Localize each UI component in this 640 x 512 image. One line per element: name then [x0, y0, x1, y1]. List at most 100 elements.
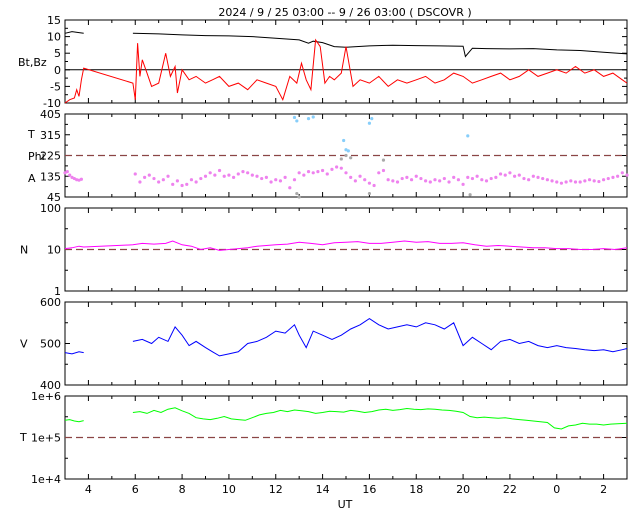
data-point [513, 174, 517, 178]
data-point [475, 174, 479, 178]
data-point [583, 179, 587, 183]
data-point [381, 158, 386, 162]
panel-angles: 405 315 225 135 45 T Phi A [27, 108, 629, 204]
x-tick-label: 20 [456, 483, 470, 496]
data-point [508, 171, 512, 175]
y-tick-label: 45 [47, 191, 61, 204]
data-point [452, 175, 456, 180]
data-point [175, 179, 179, 183]
data-point [194, 180, 198, 184]
data-point [559, 181, 564, 185]
data-point [203, 174, 208, 178]
data-point [199, 176, 203, 181]
y-tick-label: 10 [47, 31, 61, 44]
data-point [578, 180, 582, 184]
panel-magnetic-field: 15 10 5 0 -5 -10 Bt,Bz [18, 14, 628, 110]
data-point [395, 180, 400, 184]
panel-frame [64, 301, 628, 386]
x-tick-label: 14 [316, 483, 330, 496]
x-tick-label: 6 [132, 483, 139, 496]
y-tick-label: 100 [40, 202, 61, 215]
data-point [185, 182, 189, 186]
data-point [536, 175, 540, 180]
panel-speed: 600 500 400 V [20, 296, 628, 392]
data-point [363, 178, 367, 182]
y-axis-label: Bt,Bz [18, 56, 47, 69]
data-point [442, 176, 446, 181]
data-point [349, 175, 353, 180]
data-point [68, 173, 72, 177]
data-point [625, 173, 629, 177]
data-point [484, 179, 489, 183]
data-point [489, 176, 493, 181]
x-tick-label: 2 [600, 483, 607, 496]
y-axis-label: T [27, 128, 35, 141]
data-point [367, 181, 372, 185]
data-point [330, 167, 334, 171]
data-point [250, 173, 254, 177]
data-point [503, 173, 507, 177]
data-point [620, 171, 624, 175]
data-point [65, 170, 69, 174]
data-point [161, 178, 165, 182]
data-point [531, 174, 535, 178]
data-point [346, 149, 350, 153]
data-point [147, 173, 151, 177]
data-point [447, 180, 451, 184]
data-point [344, 153, 348, 158]
data-point [367, 121, 372, 125]
y-tick-label: 135 [40, 170, 61, 183]
data-point [241, 170, 245, 174]
data-point [292, 115, 297, 120]
series-line [64, 351, 84, 355]
data-point [358, 174, 362, 178]
data-point [306, 170, 311, 174]
data-point [555, 180, 559, 184]
x-tick-label: 22 [503, 483, 517, 496]
x-tick-label: 8 [179, 483, 186, 496]
data-point [269, 180, 273, 184]
data-point [564, 180, 568, 184]
data-point [260, 176, 264, 181]
data-point [264, 175, 268, 180]
data-point [344, 171, 348, 175]
data-point [494, 175, 498, 180]
data-point [171, 182, 175, 186]
data-point [255, 174, 259, 178]
chart-title: 2024 / 9 / 25 03:00 -- 9 / 26 03:00 ( DS… [218, 6, 471, 19]
data-point [400, 176, 404, 181]
data-point [342, 138, 346, 143]
y-tick-label: -5 [50, 80, 61, 93]
data-point [597, 179, 601, 184]
data-point [367, 191, 372, 196]
data-point [377, 171, 381, 175]
data-point [283, 175, 287, 180]
data-point [466, 134, 470, 138]
y-axis-label: Phi [28, 150, 45, 163]
data-point [386, 178, 390, 182]
data-point [288, 186, 292, 190]
data-point [456, 178, 460, 182]
data-point [297, 171, 301, 175]
data-point [573, 180, 578, 184]
data-point [381, 168, 386, 173]
data-point [180, 183, 184, 188]
data-point [370, 117, 374, 121]
x-tick-label: 0 [553, 483, 560, 496]
y-tick-label: 1e+5 [31, 432, 61, 445]
data-point [414, 174, 418, 178]
data-point [466, 175, 470, 180]
y-tick-label: 315 [40, 129, 61, 142]
y-tick-label: 15 [47, 14, 61, 27]
y-tick-label: 10 [47, 244, 61, 257]
y-tick-label: 1e+6 [31, 390, 61, 403]
y-tick-label: 0 [54, 64, 61, 77]
data-point [339, 166, 343, 170]
y-tick-label: 400 [40, 379, 61, 392]
series-line [132, 32, 628, 58]
x-tick-label: 10 [222, 483, 236, 496]
x-tick-label: 18 [409, 483, 423, 496]
data-point [587, 178, 592, 182]
data-point [616, 174, 620, 178]
